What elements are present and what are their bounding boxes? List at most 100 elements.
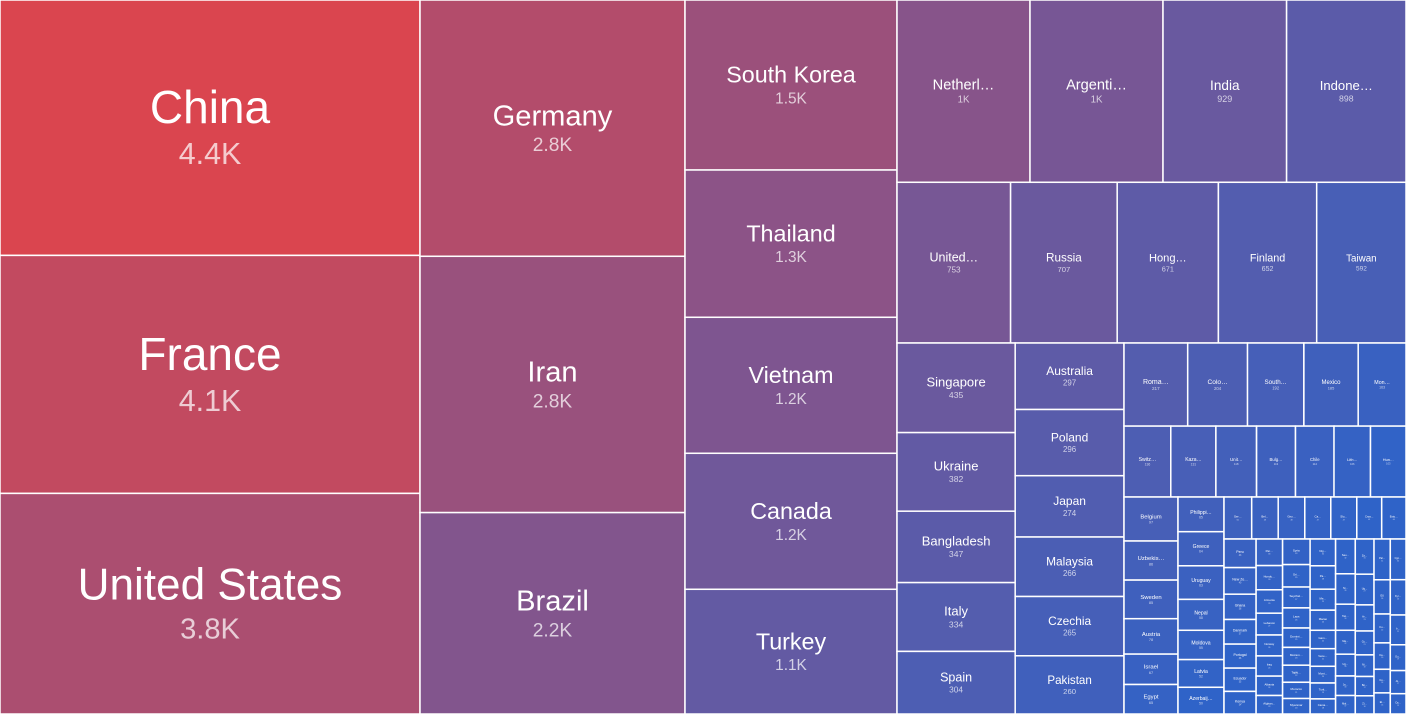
tile-kenya[interactable]: Kenya 34	[1223, 690, 1257, 714]
tile-united-states[interactable]: United States 3.8K	[0, 492, 421, 714]
tile-ja[interactable]: Ja…18	[1334, 675, 1356, 697]
tile-zi[interactable]: Zi…16	[1354, 695, 1375, 714]
tile-tajiki[interactable]: Tajiki…22	[1281, 664, 1311, 683]
tile-seychel[interactable]: Seychel…27	[1281, 586, 1311, 609]
tile-hondu[interactable]: Hondu…30	[1255, 564, 1284, 591]
tile-gam[interactable]: Gam…22	[1309, 629, 1337, 650]
tile-tan[interactable]: Tan…24	[1334, 603, 1356, 632]
tile-afghan[interactable]: Afghan…23	[1255, 694, 1284, 714]
tile-indone[interactable]: Indone…898	[1285, 0, 1406, 184]
tile-bel[interactable]: Bel…48	[1250, 496, 1280, 540]
tile-united[interactable]: United… 753	[896, 181, 1012, 344]
tile-sri[interactable]: Sri…29	[1281, 563, 1311, 588]
tile-colo[interactable]: Colo…204	[1186, 342, 1249, 427]
tile-azerbaij[interactable]: Azerbaij…50	[1177, 686, 1225, 714]
tile-ma[interactable]: Ma…22	[1334, 629, 1356, 655]
tile-sl[interactable]: Sl…28	[1334, 573, 1356, 605]
tile-mal[interactable]: Mal…17	[1334, 694, 1356, 714]
tile-cyp[interactable]: Cyp…30	[1389, 538, 1406, 581]
tile-uzbekis[interactable]: Uzbekis…86	[1123, 540, 1179, 581]
tile-ug[interactable]: Ug…27	[1354, 573, 1375, 606]
tile-ni[interactable]: Ni…19	[1354, 654, 1375, 678]
tile-slo[interactable]: Slo…47	[1330, 496, 1358, 540]
tile-gu[interactable]: Gu…19	[1389, 644, 1406, 672]
tile-kaza[interactable]: Kaza…131	[1170, 425, 1217, 498]
tile-turkey[interactable]: Turkey 1.1K	[684, 588, 898, 714]
tile-mozam[interactable]: Mozam…23	[1281, 646, 1311, 666]
tile-croa[interactable]: Croa…45	[1356, 496, 1383, 540]
tile-ar[interactable]: Ar…23	[1354, 604, 1375, 632]
tile-jo[interactable]: Jo…17	[1389, 669, 1406, 695]
tile-ku[interactable]: Ku…22	[1373, 613, 1391, 644]
tile-ug[interactable]: Ug…20	[1334, 653, 1356, 677]
tile-kyr[interactable]: Kyr…26	[1389, 578, 1406, 616]
tile-par[interactable]: Par…33	[1255, 538, 1284, 567]
tile-south[interactable]: South…192	[1246, 342, 1305, 427]
tile-lith[interactable]: Lith…106	[1333, 425, 1372, 498]
tile-vietnam[interactable]: Vietnam 1.2K	[684, 316, 898, 455]
tile-thailand[interactable]: Thailand 1.3K	[684, 169, 898, 319]
tile-bo[interactable]: Bo…17	[1354, 675, 1375, 697]
tile-hong[interactable]: Hong…671	[1116, 181, 1220, 344]
tile-brazil[interactable]: Brazil 2.2K	[419, 511, 686, 714]
tile-pal[interactable]: Pal…31	[1373, 538, 1391, 581]
tile-ecuador[interactable]: Ecuador 35	[1223, 667, 1257, 693]
tile-ser[interactable]: Ser…50	[1223, 496, 1253, 540]
tile-et[interactable]: Et…16	[1373, 692, 1391, 714]
tile-ka[interactable]: Ka…20	[1373, 642, 1391, 670]
tile-iran[interactable]: Iran 2.8K	[419, 255, 686, 514]
tile-nig[interactable]: Nig…32	[1309, 538, 1337, 567]
tile-netherl[interactable]: Netherl…1K	[896, 0, 1031, 184]
tile-pa[interactable]: Pa…28	[1309, 565, 1337, 590]
tile-philippi[interactable]: Philippi…65	[1177, 496, 1225, 533]
tile-mont[interactable]: Mont…20	[1309, 665, 1337, 684]
tile-china[interactable]: China 4.4K	[0, 0, 421, 257]
tile-za[interactable]: Za…31	[1354, 538, 1375, 575]
tile-hun[interactable]: Hun…103	[1369, 425, 1406, 498]
tile-canada[interactable]: Canada 1.2K	[684, 452, 898, 591]
tile-esto[interactable]: Esto…44	[1380, 496, 1406, 540]
tile-domini[interactable]: Domini…25	[1281, 627, 1311, 649]
tile-vene[interactable]: Vene…21	[1309, 647, 1337, 668]
tile-sau[interactable]: Sau…32	[1334, 538, 1356, 575]
tile-bulg[interactable]: Bulg…113	[1255, 425, 1297, 498]
tile-germany[interactable]: Germany 2.8K	[419, 0, 686, 258]
tile-argenti[interactable]: Argenti…1K	[1029, 0, 1164, 184]
